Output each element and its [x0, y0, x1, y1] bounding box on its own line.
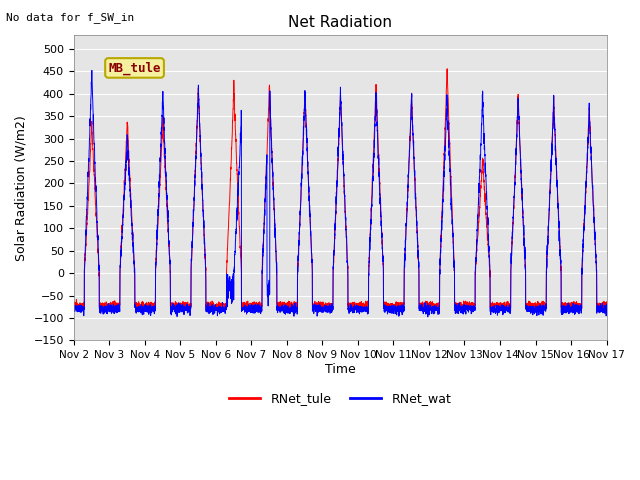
Title: Net Radiation: Net Radiation	[288, 15, 392, 30]
Text: MB_tule: MB_tule	[108, 61, 161, 74]
Text: No data for f_SW_in: No data for f_SW_in	[6, 12, 134, 23]
Legend: RNet_tule, RNet_wat: RNet_tule, RNet_wat	[224, 387, 456, 410]
RNet_tule	[596, 309, 604, 315]
RNet_wat	[88, 68, 95, 73]
RNet_tule	[320, 302, 328, 308]
RNet_wat	[424, 314, 431, 320]
RNet_tule	[602, 300, 610, 306]
Line: RNet_tule: RNet_tule	[74, 69, 607, 312]
RNet_tule	[70, 303, 77, 309]
RNet_tule	[430, 301, 438, 307]
RNet_wat	[603, 301, 611, 307]
RNet_tule	[460, 301, 467, 307]
RNet_tule	[166, 252, 173, 258]
RNet_wat	[70, 303, 77, 309]
RNet_wat	[430, 307, 438, 312]
RNet_wat	[460, 310, 467, 316]
RNet_wat	[602, 313, 610, 319]
RNet_tule	[444, 66, 451, 72]
RNet_tule	[490, 306, 497, 312]
RNet_tule	[603, 299, 611, 305]
X-axis label: Time: Time	[324, 363, 355, 376]
RNet_wat	[490, 309, 498, 314]
Line: RNet_wat: RNet_wat	[74, 71, 607, 317]
RNet_wat	[166, 252, 173, 258]
RNet_wat	[320, 307, 328, 313]
Y-axis label: Solar Radiation (W/m2): Solar Radiation (W/m2)	[15, 115, 28, 261]
